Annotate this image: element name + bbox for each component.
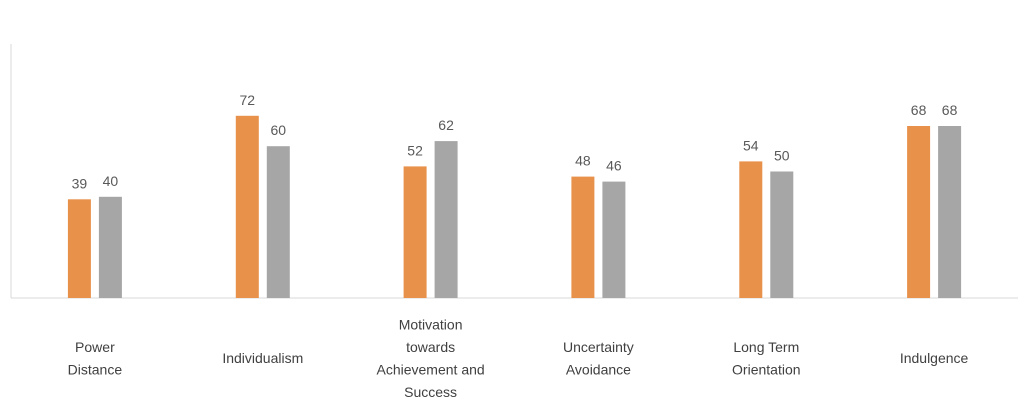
category-label-line: Orientation bbox=[732, 361, 800, 377]
category-label-4: Uncertainty Avoidance bbox=[563, 339, 634, 378]
value-label-s1-c5: 54 bbox=[743, 137, 759, 153]
category-label-2: Individualism bbox=[222, 350, 303, 366]
category-label-line: Indulgence bbox=[900, 350, 969, 366]
value-label-s2-c5: 50 bbox=[774, 148, 790, 164]
value-label-s1-c3: 52 bbox=[407, 142, 423, 158]
bar-s1-c4 bbox=[571, 176, 595, 298]
category-label-line: Long Term bbox=[733, 339, 799, 355]
bar-s1-c2 bbox=[235, 115, 259, 298]
category-label-5: Long Term Orientation bbox=[732, 339, 800, 378]
category-label-line: Achievement and bbox=[377, 361, 485, 377]
category-label-line: Individualism bbox=[222, 350, 303, 366]
value-label-s2-c6: 68 bbox=[942, 102, 958, 118]
bar-s2-c3 bbox=[434, 141, 458, 298]
category-label-line: Power bbox=[75, 339, 115, 355]
category-label-3: Motivation towards Achievement and Success bbox=[377, 316, 485, 400]
bar-s1-c3 bbox=[403, 166, 427, 298]
category-label-line: towards bbox=[406, 339, 455, 355]
category-label-line: Distance bbox=[68, 361, 123, 377]
bar-s1-c1 bbox=[67, 199, 91, 298]
bar-s2-c2 bbox=[266, 146, 290, 298]
value-label-s1-c4: 48 bbox=[575, 153, 591, 169]
bar-s2-c4 bbox=[602, 181, 626, 298]
bar-s1-c6 bbox=[907, 126, 931, 298]
value-label-s2-c3: 62 bbox=[438, 117, 454, 133]
category-labels-layer: Power Distance Individualism Motivation towa… bbox=[68, 316, 969, 400]
bar-s2-c6 bbox=[938, 126, 962, 298]
value-label-s2-c1: 40 bbox=[103, 173, 119, 189]
category-label-line: Uncertainty bbox=[563, 339, 634, 355]
category-label-line: Motivation bbox=[399, 316, 463, 332]
value-labels-layer: 39 40 72 60 52 62 48 46 54 50 68 68 bbox=[72, 92, 958, 192]
bars-layer bbox=[67, 115, 962, 298]
category-label-6: Indulgence bbox=[900, 350, 969, 366]
bar-s2-c5 bbox=[770, 171, 794, 298]
bar-s2-c1 bbox=[98, 196, 122, 298]
value-label-s2-c4: 46 bbox=[606, 158, 622, 174]
bar-s1-c5 bbox=[739, 161, 763, 298]
value-label-s1-c2: 72 bbox=[240, 92, 256, 108]
category-label-1: Power Distance bbox=[68, 339, 123, 378]
value-label-s2-c2: 60 bbox=[271, 122, 287, 138]
category-label-line: Avoidance bbox=[566, 361, 631, 377]
value-label-s1-c6: 68 bbox=[911, 102, 927, 118]
value-label-s1-c1: 39 bbox=[72, 175, 88, 191]
category-label-line: Success bbox=[404, 384, 457, 400]
